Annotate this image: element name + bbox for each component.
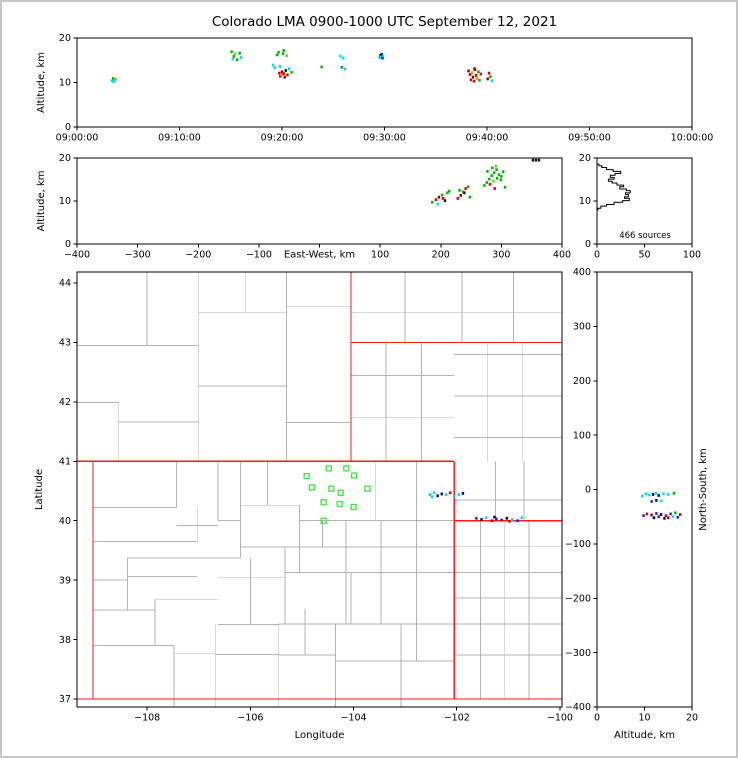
svg-text:−200: −200 bbox=[565, 593, 591, 604]
svg-text:−106: −106 bbox=[237, 713, 263, 724]
svg-text:−108: −108 bbox=[134, 713, 160, 724]
svg-text:−200: −200 bbox=[185, 250, 211, 261]
svg-text:−100: −100 bbox=[246, 250, 272, 261]
svg-text:44: 44 bbox=[59, 278, 71, 289]
svg-text:200: 200 bbox=[432, 250, 450, 261]
svg-text:10:00:00: 10:00:00 bbox=[671, 133, 714, 144]
svg-text:09:10:00: 09:10:00 bbox=[158, 133, 201, 144]
svg-text:37: 37 bbox=[59, 694, 71, 705]
svg-text:0: 0 bbox=[594, 713, 600, 724]
svg-text:0: 0 bbox=[65, 239, 71, 250]
svg-text:−100: −100 bbox=[565, 539, 591, 550]
svg-text:09:50:00: 09:50:00 bbox=[568, 133, 611, 144]
axis-ticks bbox=[73, 157, 563, 248]
svg-text:300: 300 bbox=[573, 322, 591, 333]
panel-frame bbox=[596, 271, 693, 708]
svg-text:10: 10 bbox=[59, 78, 71, 89]
axis-labels: 09:00:00 09:10:00 09:20:00 09:30:00 09:40:00… bbox=[36, 33, 713, 143]
svg-text:50: 50 bbox=[638, 250, 650, 261]
panel-time-height: 09:00:00 09:10:00 09:20:00 09:30:00 09:40:00… bbox=[36, 33, 713, 143]
axis-labels: −108 −106 −104 −102 −100 37 38 39 40 41 42 43 44 Long… bbox=[34, 278, 573, 741]
svg-text:Latitude: Latitude bbox=[34, 469, 45, 510]
axis-ticks bbox=[73, 282, 561, 711]
svg-text:Longitude: Longitude bbox=[295, 730, 345, 741]
svg-text:20: 20 bbox=[59, 153, 71, 164]
svg-text:200: 200 bbox=[573, 376, 591, 387]
source-points bbox=[428, 491, 523, 523]
panel-ns-altitude: 0 10 20 400 300 200 100 0 −100 −200 −300 −400 Altitu… bbox=[565, 267, 709, 741]
svg-text:0: 0 bbox=[585, 485, 591, 496]
source-points bbox=[640, 491, 682, 520]
svg-text:41: 41 bbox=[59, 456, 71, 467]
svg-text:100: 100 bbox=[683, 250, 701, 261]
histogram-line bbox=[597, 158, 631, 244]
svg-text:0: 0 bbox=[585, 239, 591, 250]
svg-text:East-West, km: East-West, km bbox=[284, 250, 355, 261]
state-borders bbox=[77, 272, 562, 700]
svg-text:09:30:00: 09:30:00 bbox=[363, 133, 406, 144]
svg-text:−300: −300 bbox=[125, 250, 151, 261]
axis-labels: 0 10 20 400 300 200 100 0 −100 −200 −300 −400 Altitu… bbox=[565, 267, 709, 741]
svg-text:−400: −400 bbox=[565, 702, 591, 713]
svg-text:40: 40 bbox=[59, 516, 71, 527]
axis-labels: 0 50 100 0 10 20 466 sources bbox=[579, 153, 701, 260]
svg-text:400: 400 bbox=[573, 267, 591, 278]
svg-text:38: 38 bbox=[59, 635, 71, 646]
panel-frame bbox=[76, 37, 693, 128]
svg-text:−400: −400 bbox=[64, 250, 90, 261]
svg-text:10: 10 bbox=[579, 196, 591, 207]
station-markers bbox=[303, 465, 371, 524]
axis-ticks bbox=[593, 271, 693, 711]
svg-text:Altitude, km: Altitude, km bbox=[36, 171, 47, 232]
svg-text:09:40:00: 09:40:00 bbox=[466, 133, 509, 144]
panel-ew-altitude: −400 −300 −200 −100 100 200 300 400 0 10 20 East-We… bbox=[36, 153, 571, 260]
svg-text:0: 0 bbox=[594, 250, 600, 261]
svg-text:Altitude, km: Altitude, km bbox=[36, 52, 47, 113]
source-points bbox=[431, 158, 541, 206]
source-points bbox=[110, 49, 493, 84]
svg-text:10: 10 bbox=[59, 196, 71, 207]
svg-text:North-South, km: North-South, km bbox=[698, 448, 709, 531]
svg-text:43: 43 bbox=[59, 338, 71, 349]
svg-text:−300: −300 bbox=[565, 648, 591, 659]
panel-frame bbox=[76, 157, 563, 245]
svg-text:09:20:00: 09:20:00 bbox=[261, 133, 304, 144]
panel-map: −108 −106 −104 −102 −100 37 38 39 40 41 42 43 44 Long… bbox=[34, 271, 573, 741]
svg-text:20: 20 bbox=[579, 153, 591, 164]
axis-labels: −400 −300 −200 −100 100 200 300 400 0 10 20 East-We… bbox=[36, 153, 571, 260]
svg-text:100: 100 bbox=[573, 430, 591, 441]
svg-text:−104: −104 bbox=[341, 713, 367, 724]
figure-title: Colorado LMA 0900-1000 UTC September 12,… bbox=[211, 14, 558, 30]
svg-text:466 sources: 466 sources bbox=[619, 231, 671, 241]
svg-text:20: 20 bbox=[686, 713, 698, 724]
svg-text:09:00:00: 09:00:00 bbox=[56, 133, 99, 144]
axis-ticks bbox=[593, 157, 693, 248]
svg-text:100: 100 bbox=[371, 250, 389, 261]
county-lines bbox=[77, 272, 562, 707]
svg-text:300: 300 bbox=[492, 250, 510, 261]
panel-frame bbox=[76, 271, 563, 708]
panel-altitude-histogram: 0 50 100 0 10 20 466 sources bbox=[579, 153, 701, 260]
svg-text:10: 10 bbox=[638, 713, 650, 724]
svg-text:42: 42 bbox=[59, 397, 71, 408]
svg-text:39: 39 bbox=[59, 575, 71, 586]
svg-text:Altitude, km: Altitude, km bbox=[614, 730, 675, 741]
svg-text:−102: −102 bbox=[444, 713, 470, 724]
axis-ticks bbox=[73, 37, 693, 131]
svg-text:20: 20 bbox=[59, 33, 71, 44]
svg-text:0: 0 bbox=[65, 122, 71, 133]
svg-text:400: 400 bbox=[553, 250, 571, 261]
svg-text:−100: −100 bbox=[547, 713, 573, 724]
